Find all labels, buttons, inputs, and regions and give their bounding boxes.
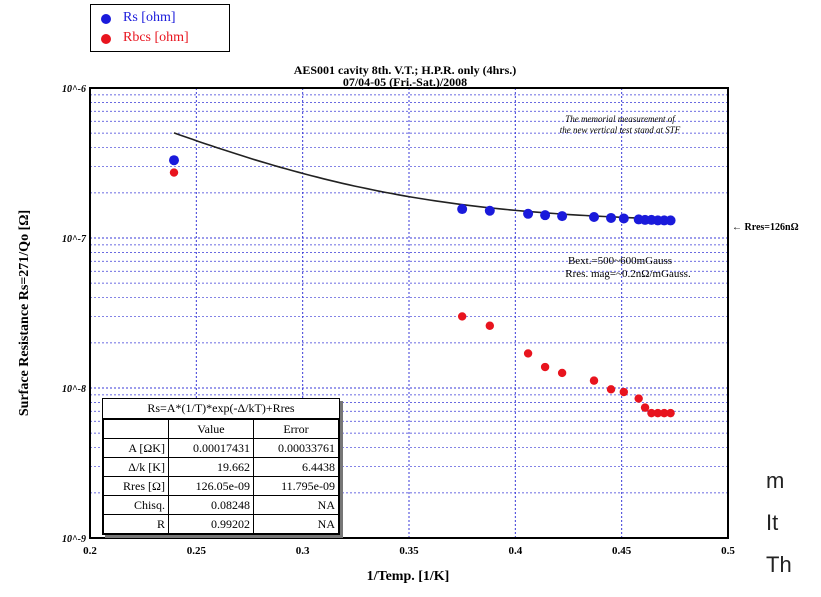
bext-annotation: Bext.=500~600mGauss (568, 255, 672, 267)
table-cell-label: A [ΩK] (103, 438, 169, 458)
chart-subtitle: 07/04-05 (Fri.-Sat.)/2008 (343, 75, 467, 89)
series-rs (169, 155, 676, 226)
y-tick-label: 10^-8 (62, 384, 86, 395)
data-point-rbcs (634, 394, 643, 403)
y-tick-label: 10^-6 (62, 84, 86, 95)
x-tick-label: 0.25 (187, 545, 207, 557)
table-cell-value: 0.08248 (167, 495, 254, 515)
data-point-rbcs (589, 376, 599, 385)
legend: Rs [ohm] Rbcs [ohm] (90, 4, 230, 52)
data-point-rs (523, 208, 534, 219)
x-tick-label: 0.35 (399, 545, 419, 557)
y-tick-label: 10^-9 (62, 534, 86, 545)
data-point-rbcs (540, 362, 550, 372)
table-header-row: Value Error (103, 419, 340, 439)
data-point-rs (618, 213, 629, 224)
y-tick-label: 10^-7 (62, 234, 87, 245)
side-text-2: It (766, 510, 779, 535)
table-cell-value: 126.05e-09 (167, 476, 254, 496)
table-cell-error: 0.00033761 (252, 438, 340, 458)
legend-swatch-rs (101, 14, 111, 24)
data-point-rs (484, 205, 495, 216)
data-point-rs (665, 215, 676, 226)
plot-frame (89, 87, 729, 539)
legend-swatch-rbcs (101, 34, 111, 44)
y-axis-label: Surface Resistance Rs=271/Qo [Ω] (17, 210, 32, 416)
series-rbcs (169, 168, 675, 418)
legend-item-rbcs: Rbcs [ohm] (91, 29, 229, 49)
chart-title: AES001 cavity 8th. V.T.; H.P.R. only (4h… (294, 63, 517, 77)
legend-item-rs: Rs [ohm] (91, 9, 229, 29)
table-header-cell: Error (252, 419, 340, 439)
fit-equation: Rs=A*(1/T)*exp(-Δ/kT)+Rres (103, 399, 339, 419)
table-cell-value: 0.99202 (167, 514, 254, 534)
axis-ticks: 0.2 0.25 0.3 0.35 0.4 0.45 0.5 10^-9 10^-8 10^-7 1… (62, 84, 735, 557)
data-point-rbcs (647, 408, 656, 418)
data-point-rbcs (619, 387, 628, 397)
data-point-rs (557, 211, 568, 222)
rres-mag-annotation: Rres. mag=~0.2nΩ/mGauss. (565, 268, 691, 280)
table-header-cell: Value (167, 419, 254, 439)
data-point-rbcs (457, 312, 467, 321)
data-point-rbcs (666, 408, 675, 418)
fit-table-grid: Value Error A [ΩK] 0.00017431 0.00033761… (103, 419, 340, 534)
table-row: R 0.99202 NA (103, 514, 340, 534)
data-point-rbcs (660, 408, 669, 418)
data-point-rbcs (557, 368, 567, 378)
data-point-rs (606, 212, 617, 223)
table-cell-value: 0.00017431 (167, 438, 254, 458)
table-cell-error: 6.4438 (252, 457, 340, 477)
side-text-3: Th (766, 552, 792, 577)
data-point-rs (540, 210, 551, 221)
data-points (169, 155, 676, 418)
x-axis-label: 1/Temp. [1/K] (367, 569, 450, 584)
data-point-rbcs (606, 385, 616, 394)
table-row: Chisq. 0.08248 NA (103, 495, 340, 515)
fit-curve (173, 132, 673, 220)
table-cell-label: Rres [Ω] (103, 476, 169, 496)
x-tick-label: 0.45 (612, 545, 632, 557)
data-point-rbcs (169, 168, 179, 177)
rres-label: ← Rres=126nΩ (732, 222, 799, 233)
legend-label-rbcs: Rbcs [ohm] (123, 30, 189, 45)
table-cell-label: Chisq. (103, 495, 169, 515)
x-tick-label: 0.2 (83, 545, 97, 557)
data-point-rbcs (485, 321, 495, 330)
note-line-2: the new vertical test stand at STF (560, 125, 681, 135)
data-point-rs (457, 204, 468, 215)
grid-lines (90, 88, 728, 538)
data-point-rbcs (640, 403, 650, 412)
table-cell-label: R (103, 514, 169, 534)
table-row: Rres [Ω] 126.05e-09 11.795e-09 (103, 476, 340, 496)
data-point-rs (169, 155, 180, 166)
table-cell-error: NA (252, 495, 340, 515)
table-cell-value: 19.662 (167, 457, 254, 477)
side-text-1: m (766, 468, 785, 493)
data-point-rs (589, 212, 600, 223)
x-tick-label: 0.5 (721, 545, 735, 557)
table-cell-error: NA (252, 514, 340, 534)
x-tick-label: 0.3 (296, 545, 310, 557)
table-row: A [ΩK] 0.00017431 0.00033761 (103, 438, 340, 458)
x-tick-label: 0.4 (508, 545, 522, 557)
note-line-1: The memorial measurement of (565, 114, 676, 124)
data-point-rbcs (653, 408, 663, 418)
table-cell-error: 11.795e-09 (252, 476, 340, 496)
table-cell-label: Δ/k [K] (103, 457, 169, 477)
table-header-cell (103, 419, 169, 439)
legend-label-rs: Rs [ohm] (123, 10, 176, 25)
fit-results-table: Rs=A*(1/T)*exp(-Δ/kT)+Rres Value Error A… (102, 398, 340, 535)
data-point-rbcs (523, 349, 533, 358)
table-row: Δ/k [K] 19.662 6.4438 (103, 457, 340, 477)
